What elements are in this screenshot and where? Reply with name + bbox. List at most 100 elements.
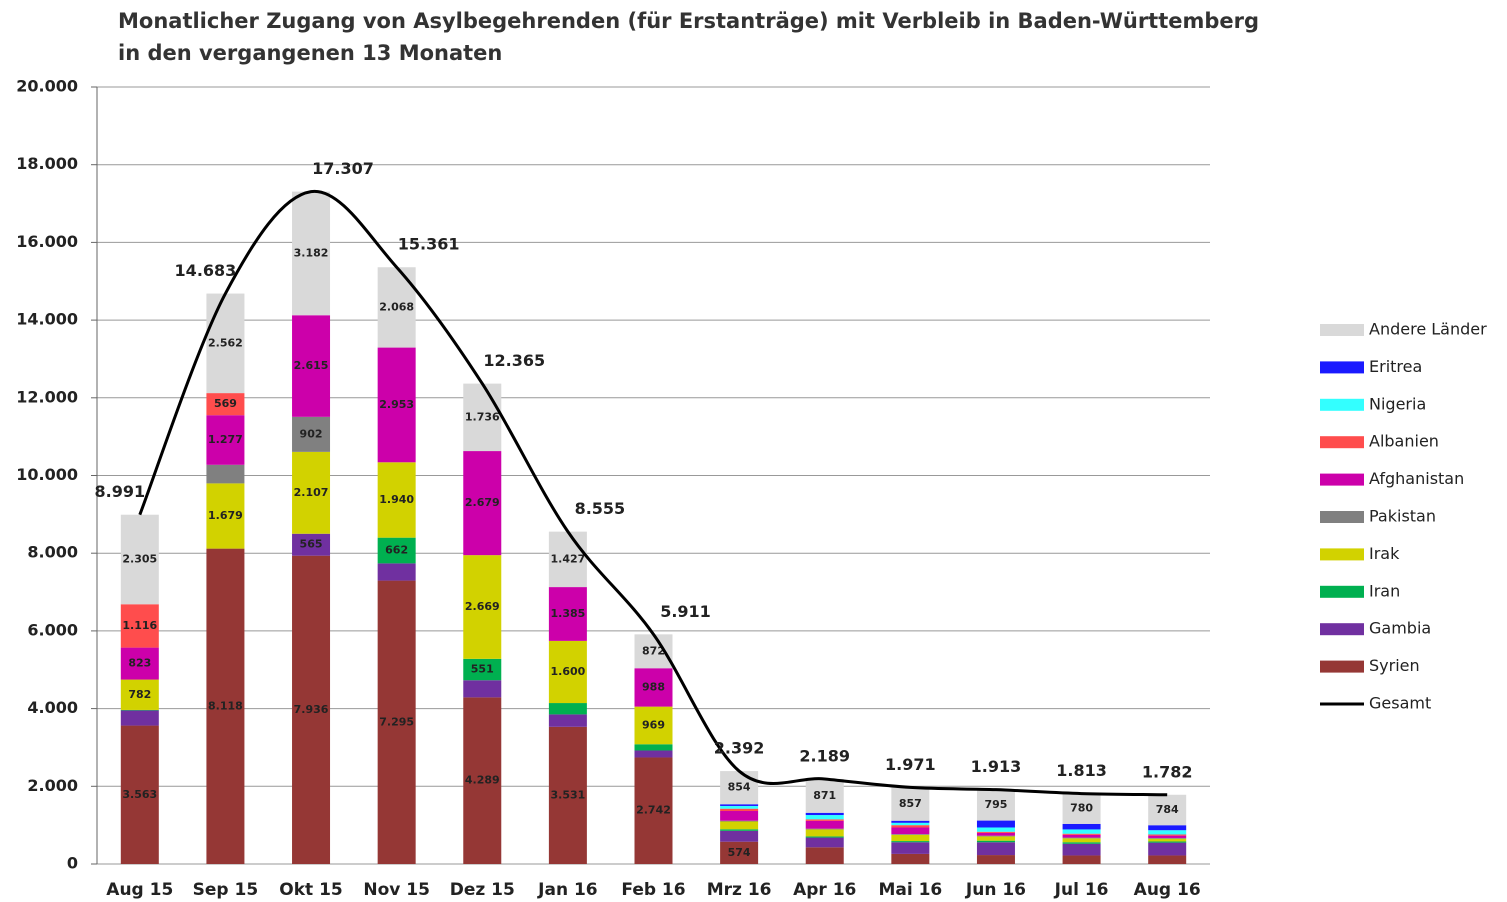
bar-segment — [720, 829, 759, 831]
value-label: 1.736 — [465, 410, 500, 423]
bar-segment — [1062, 823, 1101, 830]
bar-segment — [805, 828, 844, 830]
bar-segment — [292, 416, 331, 452]
bar-segment — [1062, 829, 1101, 834]
bar-segment — [891, 842, 930, 854]
x-tick-label: Nov 15 — [363, 880, 430, 900]
bar-segment — [206, 293, 245, 394]
bar-segment — [120, 710, 159, 726]
bar-segment — [1062, 837, 1101, 839]
value-label: 988 — [642, 680, 665, 693]
total-label: 1.913 — [971, 757, 1022, 776]
bar-segment — [548, 714, 587, 727]
bar-segment — [120, 604, 159, 648]
y-tick-label: 10.000 — [16, 465, 78, 484]
bar-segment — [1062, 793, 1101, 824]
value-label: 782 — [128, 688, 151, 701]
bar-segment — [292, 533, 331, 556]
line-series — [138, 190, 1168, 797]
bar-segment — [548, 703, 587, 715]
total-label: 5.911 — [660, 602, 711, 621]
bar-segment — [1062, 833, 1101, 835]
value-label: 1.940 — [379, 493, 414, 506]
total-label: 17.307 — [312, 159, 374, 178]
bar-segment — [891, 825, 930, 828]
bar-segment — [976, 836, 1015, 841]
bar-segment — [976, 827, 1015, 832]
value-label: 2.305 — [122, 552, 157, 565]
bar-segment — [891, 853, 930, 864]
value-label: 662 — [385, 544, 408, 557]
y-tick-label: 12.000 — [16, 387, 78, 406]
total-label: 8.555 — [575, 499, 626, 518]
value-label: 574 — [728, 846, 751, 859]
value-label: 872 — [642, 644, 665, 657]
value-label: 8.118 — [208, 699, 243, 712]
legend-swatch — [1320, 548, 1364, 561]
value-label: 1.600 — [550, 665, 585, 678]
legend-label: Albanien — [1369, 432, 1439, 451]
bar-segment — [206, 548, 245, 864]
value-label: 2.742 — [636, 804, 671, 817]
total-label: 8.991 — [95, 482, 146, 501]
bar-segment — [463, 555, 502, 659]
bar-segment — [720, 841, 759, 864]
y-tick-label: 0 — [67, 854, 78, 873]
bar-segment — [1062, 843, 1101, 856]
value-label: 1.277 — [208, 433, 243, 446]
x-tick-label: Jun 16 — [965, 880, 1026, 900]
bar-segment — [206, 483, 245, 549]
chart-title: in den vergangenen 13 Monaten — [118, 41, 502, 65]
bar-segment — [1062, 842, 1101, 844]
bar-segment — [891, 827, 930, 835]
bar-segment — [377, 537, 416, 564]
bar-segment — [120, 725, 159, 864]
y-tick-label: 6.000 — [27, 620, 78, 639]
legend-label: Eritrea — [1369, 357, 1422, 376]
bar-segment — [976, 835, 1015, 837]
bar-segment — [292, 315, 331, 417]
bar-segment — [805, 778, 844, 813]
value-label: 784 — [1156, 803, 1179, 816]
value-label: 565 — [300, 538, 323, 551]
value-label: 1.427 — [550, 552, 585, 565]
bar-segment — [891, 820, 930, 823]
value-label: 3.563 — [122, 788, 157, 801]
bar-segment — [1062, 834, 1101, 838]
legend-swatch — [1320, 511, 1364, 523]
value-label: 2.679 — [465, 496, 500, 509]
bar-segment — [548, 587, 587, 641]
value-label: 2.615 — [294, 359, 329, 372]
bar-segment — [891, 834, 930, 835]
value-label: 551 — [471, 663, 494, 676]
y-tick-label: 14.000 — [16, 310, 78, 329]
total-label: 1.971 — [885, 755, 936, 774]
y-tick-label: 8.000 — [27, 543, 78, 562]
bar-segment — [206, 415, 245, 465]
legend-label: Afghanistan — [1369, 469, 1464, 488]
y-tick-label: 4.000 — [27, 698, 78, 717]
value-label: 2.953 — [379, 398, 414, 411]
bar-segment — [720, 811, 759, 821]
value-label: 854 — [728, 781, 751, 794]
bar-segment — [463, 658, 502, 681]
bar-segment — [1148, 825, 1187, 831]
bar-segment — [805, 812, 844, 816]
bar-segment — [976, 855, 1015, 864]
value-label: 3.182 — [294, 246, 329, 259]
bar-segment — [548, 726, 587, 864]
bar-segment — [805, 815, 844, 820]
bar-segment — [206, 393, 245, 416]
y-tick-label: 16.000 — [16, 232, 78, 251]
value-label: 2.107 — [294, 486, 329, 499]
total-label: 15.361 — [398, 235, 460, 254]
x-tick-label: Jan 16 — [537, 880, 597, 900]
value-label: 2.068 — [379, 300, 414, 313]
bar-segment — [1148, 794, 1187, 826]
value-label: 569 — [214, 397, 237, 410]
total-label: 14.683 — [175, 261, 237, 280]
bar-segment — [805, 819, 844, 821]
bar-segment — [463, 451, 502, 556]
total-label: 1.813 — [1056, 761, 1107, 780]
legend-swatch — [1320, 436, 1364, 449]
